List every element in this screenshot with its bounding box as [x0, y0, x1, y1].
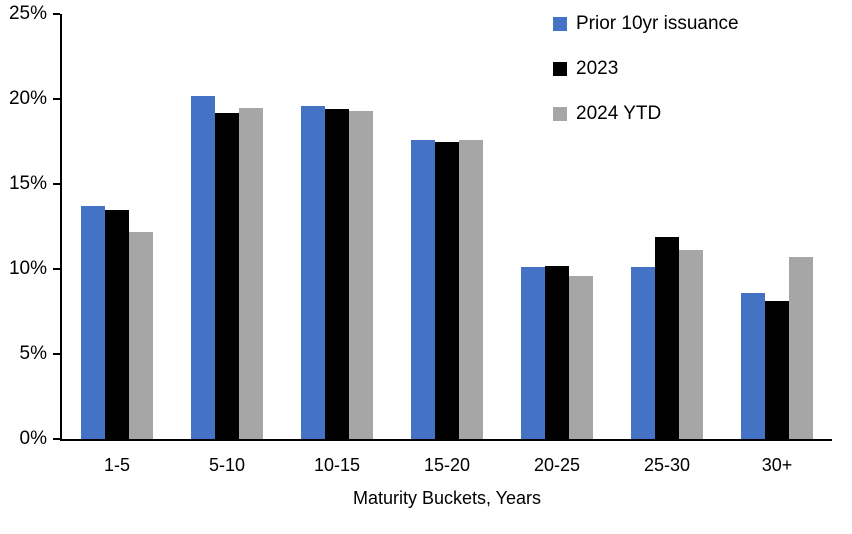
y-axis-tick: [53, 268, 60, 270]
bar-prior-10yr-issuance-25-30: [631, 267, 655, 439]
bar-2024-ytd-30+: [789, 257, 813, 439]
bar-group-15-20: [392, 139, 502, 439]
y-axis-tick: [53, 13, 60, 15]
x-axis-tick-label: 30+: [761, 455, 793, 475]
y-axis-tick-label: 10%: [8, 258, 47, 279]
legend-item-2024-ytd: 2024 YTD: [553, 102, 739, 126]
bar-group-5-10: [172, 95, 282, 439]
bar-prior-10yr-issuance-1-5: [81, 206, 105, 439]
y-axis-tick-label: 5%: [19, 343, 47, 364]
bar-2024-ytd-1-5: [129, 231, 153, 439]
bar-2024-ytd-20-25: [569, 275, 593, 439]
y-axis-tick: [53, 438, 60, 440]
bar-2023-15-20: [435, 141, 459, 439]
bar-group-30+: [722, 257, 832, 439]
x-axis-tick-label: 10-15: [313, 455, 361, 475]
legend-swatch-blue: [553, 17, 567, 31]
y-axis-tick: [53, 353, 60, 355]
y-axis-tick-label: 20%: [8, 88, 47, 109]
x-axis-tick-label: 5-10: [208, 455, 246, 475]
bar-group-1-5: [62, 206, 172, 439]
bar-2024-ytd-10-15: [349, 110, 373, 439]
legend-swatch-black: [553, 62, 567, 76]
bar-2023-1-5: [105, 209, 129, 439]
x-axis-tick-label: 20-25: [533, 455, 581, 475]
bar-2024-ytd-25-30: [679, 250, 703, 439]
legend-swatch-gray: [553, 107, 567, 121]
legend-item-prior-10yr-issuance: Prior 10yr issuance: [553, 12, 739, 36]
x-axis-tick-label: 15-20: [423, 455, 471, 475]
y-axis-tick: [53, 183, 60, 185]
y-axis-tick-label: 0%: [19, 428, 47, 449]
bar-2023-10-15: [325, 109, 349, 439]
bar-prior-10yr-issuance-30+: [741, 292, 765, 439]
bar-2023-5-10: [215, 112, 239, 439]
bar-group-10-15: [282, 105, 392, 439]
y-axis-tick: [53, 98, 60, 100]
legend-label: Prior 10yr issuance: [576, 13, 739, 34]
legend-item-2023: 2023: [553, 57, 739, 81]
bar-2023-30+: [765, 301, 789, 439]
bar-group-20-25: [502, 265, 612, 439]
plot-area: [53, 13, 832, 441]
legend-label: 2024 YTD: [576, 103, 662, 124]
bar-2023-20-25: [545, 265, 569, 439]
bar-prior-10yr-issuance-20-25: [521, 267, 545, 439]
bar-2024-ytd-15-20: [459, 139, 483, 439]
y-axis-tick-label: 25%: [8, 3, 47, 24]
bar-prior-10yr-issuance-10-15: [301, 105, 325, 439]
chart-legend: Prior 10yr issuance 2023 2024 YTD: [553, 12, 739, 147]
y-axis-tick-label: 15%: [8, 173, 47, 194]
legend-label: 2023: [576, 58, 619, 79]
x-axis-tick-label: 1-5: [103, 455, 130, 475]
x-axis-title: Maturity Buckets, Years: [352, 488, 542, 508]
bar-prior-10yr-issuance-5-10: [191, 95, 215, 439]
x-axis-tick-label: 25-30: [643, 455, 691, 475]
bar-group-25-30: [612, 236, 722, 439]
bar-prior-10yr-issuance-15-20: [411, 139, 435, 439]
bar-2024-ytd-5-10: [239, 107, 263, 439]
bar-2023-25-30: [655, 236, 679, 439]
